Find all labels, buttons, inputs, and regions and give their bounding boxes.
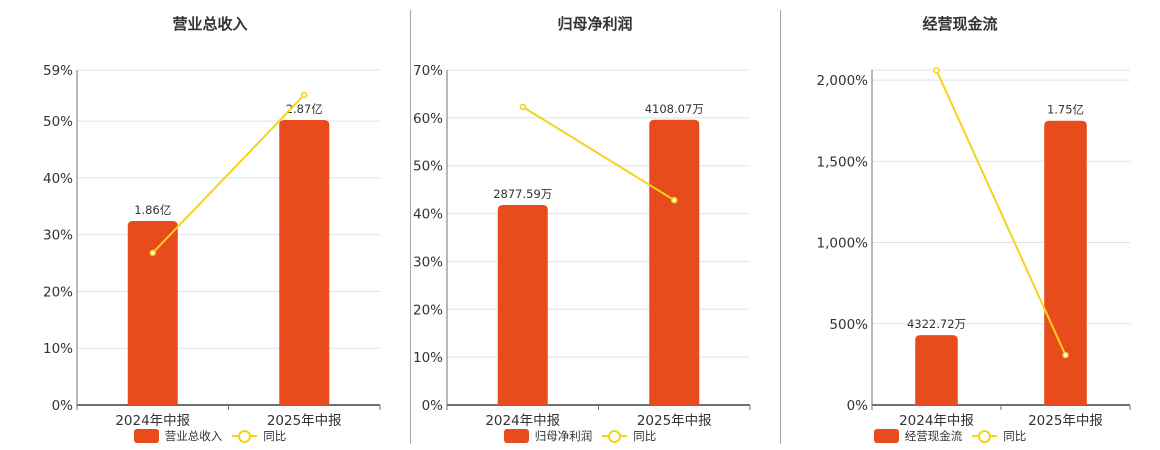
y-tick-label: 20%	[43, 284, 73, 300]
legend-bar-swatch[interactable]	[133, 429, 159, 443]
panel-divider	[780, 10, 781, 444]
yoy-point[interactable]	[1062, 351, 1069, 359]
y-tick-label: 10%	[413, 350, 443, 366]
x-category-label: 2024年中报	[485, 413, 560, 429]
chart-panel-revenue: 营业总收入 0% 10% 20% 30% 40% 50% 59% 1.86亿 2024年中报 2.…	[0, 0, 410, 450]
bar-value-label: 4108.07万	[645, 102, 704, 116]
chart-canvas: 0% 10% 20% 30% 40% 50% 60% 70% 2877.59万 2024年中报 41…	[413, 63, 751, 429]
y-tick-label: 40%	[413, 207, 443, 223]
legend-bar-label[interactable]: 归母净利润	[534, 429, 593, 443]
chart-legend: 营业总收入 同比	[0, 428, 420, 444]
y-tick-label: 40%	[43, 171, 73, 187]
y-tick-label: 70%	[413, 63, 443, 79]
y-tick-label: 0%	[847, 398, 869, 414]
legend-line-label[interactable]: 同比	[263, 429, 287, 443]
chart-title: 归母净利润	[557, 15, 633, 33]
y-tick-label: 30%	[413, 254, 443, 270]
yoy-point[interactable]	[933, 67, 940, 74]
legend-bar-label[interactable]: 经营现金流	[904, 429, 963, 443]
legend-line-circle-icon[interactable]	[232, 429, 258, 443]
bar[interactable]	[279, 119, 330, 406]
yoy-line	[152, 94, 305, 254]
legend-line-circle-icon[interactable]	[602, 429, 628, 443]
x-category-label: 2024年中报	[899, 413, 974, 429]
y-tick-label: 500%	[829, 317, 868, 333]
x-category-label: 2025年中报	[267, 413, 342, 429]
y-tick-label: 30%	[43, 228, 73, 244]
y-tick-label: 1,000%	[817, 236, 869, 252]
bar-value-label: 4322.72万	[907, 317, 966, 331]
bar-value-label: 2877.59万	[493, 187, 552, 201]
legend-bar-swatch[interactable]	[873, 429, 899, 443]
legend-line-circle-icon[interactable]	[972, 429, 998, 443]
bar[interactable]	[1044, 120, 1087, 405]
y-tick-label: 2,000%	[817, 73, 869, 89]
y-tick-label: 60%	[413, 111, 443, 127]
bar[interactable]	[497, 204, 548, 405]
y-tick-label: 10%	[43, 341, 73, 357]
legend-bar-swatch[interactable]	[503, 429, 529, 443]
chart-title: 经营现金流	[922, 15, 998, 33]
y-tick-label: 0%	[422, 398, 444, 414]
chart-panel-net-profit: 归母净利润 0% 10% 20% 30% 40% 50% 60% 70% 2877.59万 202…	[410, 15, 751, 444]
chart-title: 营业总收入	[172, 15, 248, 33]
yoy-line	[522, 105, 675, 202]
yoy-point[interactable]	[301, 91, 308, 99]
bar[interactable]	[127, 221, 178, 405]
bar[interactable]	[649, 119, 700, 406]
yoy-line	[935, 69, 1067, 356]
yoy-point[interactable]	[149, 249, 156, 257]
y-tick-label: 1,500%	[817, 154, 869, 170]
y-tick-label: 59%	[43, 63, 73, 79]
x-category-label: 2025年中报	[637, 413, 712, 429]
y-tick-label: 0%	[52, 398, 74, 414]
panel-divider	[410, 10, 411, 444]
legend-line-label[interactable]: 同比	[633, 429, 657, 443]
bar[interactable]	[915, 335, 958, 405]
x-category-label: 2025年中报	[1028, 413, 1103, 429]
x-category-label: 2024年中报	[115, 413, 190, 429]
chart-legend: 经营现金流 同比	[780, 428, 1120, 444]
yoy-point[interactable]	[519, 103, 526, 111]
chart-legend: 归母净利润 同比	[410, 428, 750, 444]
y-tick-label: 50%	[413, 159, 443, 175]
yoy-point[interactable]	[671, 196, 678, 204]
legend-line-label[interactable]: 同比	[1003, 429, 1027, 443]
bar-value-label: 1.75亿	[1047, 103, 1084, 117]
y-tick-label: 20%	[413, 302, 443, 318]
chart-canvas: 0%10%20%30%40%50%59%1.86亿2024年中报2.87亿202…	[43, 63, 381, 429]
bar-value-label: 1.86亿	[134, 203, 171, 217]
legend-bar-label[interactable]: 营业总收入	[164, 429, 223, 443]
y-tick-label: 50%	[43, 114, 73, 130]
